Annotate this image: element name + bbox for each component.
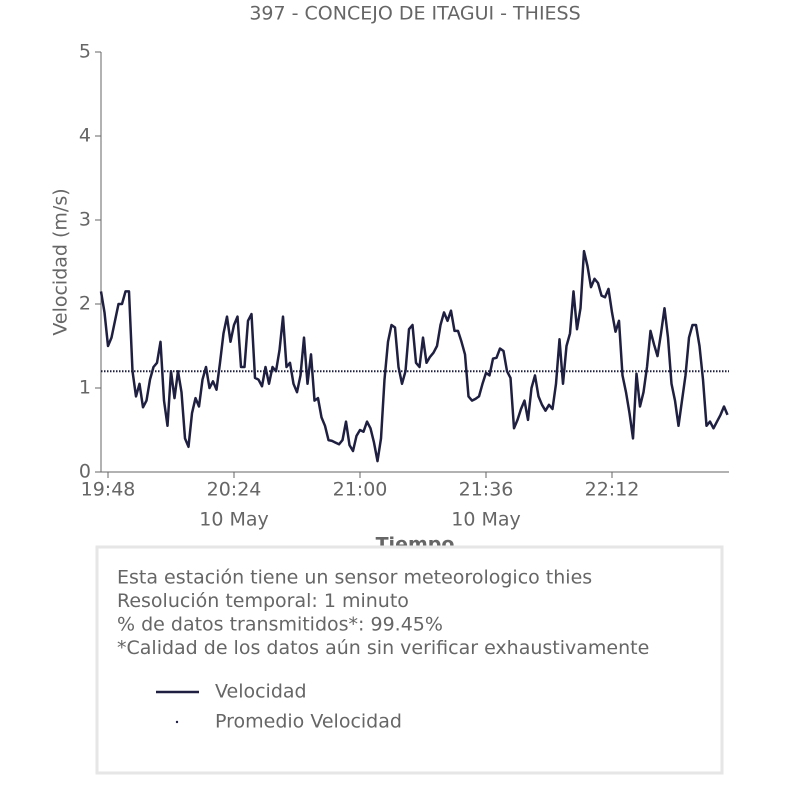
y-tick-label: 5 bbox=[79, 41, 91, 63]
legend-label: Velocidad bbox=[215, 681, 307, 703]
y-tick-label: 0 bbox=[79, 461, 91, 483]
x-tick-label: 22:12 bbox=[585, 479, 640, 501]
x-tick-label: 19:48 bbox=[81, 479, 136, 501]
info-text: Esta estación tiene un sensor meteorolog… bbox=[117, 567, 592, 589]
chart-title: 397 - CONCEJO DE ITAGUI - THIESS bbox=[249, 3, 580, 25]
info-box bbox=[95, 545, 724, 775]
date-label: 10 May bbox=[451, 509, 521, 531]
y-tick-label: 3 bbox=[79, 209, 91, 231]
y-tick-label: 1 bbox=[79, 377, 91, 399]
info-text: % de datos transmitidos*: 99.45% bbox=[117, 614, 443, 636]
data-line bbox=[99, 249, 729, 463]
x-tick-label: 20:24 bbox=[207, 479, 262, 501]
y-axis-label: Velocidad (m/s) bbox=[50, 188, 72, 335]
x-tick-label: 21:00 bbox=[333, 479, 388, 501]
legend-label: Promedio Velocidad bbox=[215, 711, 402, 733]
y-tick-label: 2 bbox=[79, 293, 91, 315]
legend-swatch bbox=[175, 720, 179, 724]
x-tick-label: 21:36 bbox=[459, 479, 514, 501]
y-tick-label: 4 bbox=[79, 125, 91, 147]
date-label: 10 May bbox=[199, 509, 269, 531]
info-text: Resolución temporal: 1 minuto bbox=[117, 590, 409, 612]
info-text: *Calidad de los datos aún sin verificar … bbox=[117, 637, 649, 659]
